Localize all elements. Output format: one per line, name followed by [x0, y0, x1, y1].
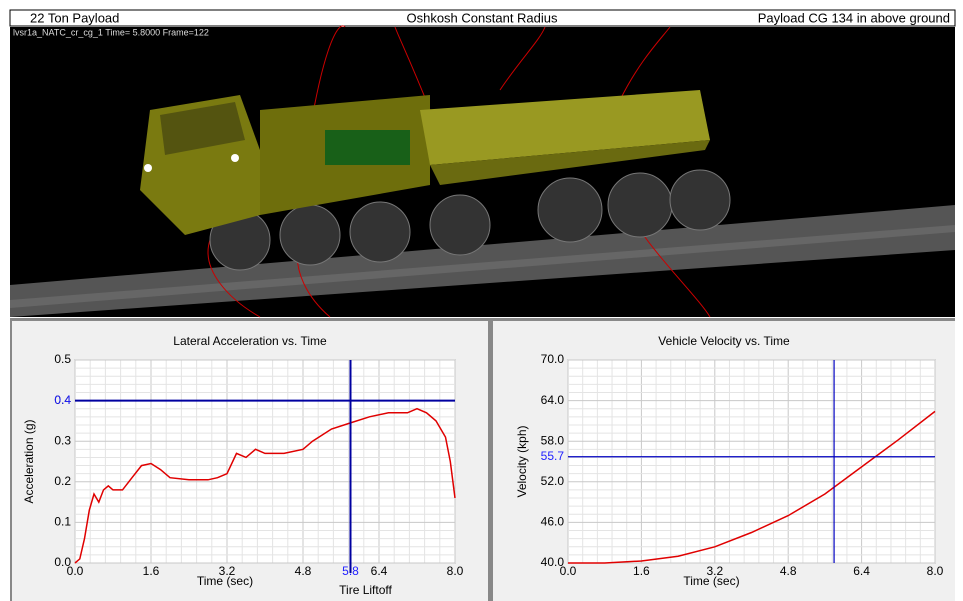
- data-line: [568, 410, 936, 564]
- chart-title: Vehicle Velocity vs. Time: [658, 334, 790, 348]
- header-right: Payload CG 134 in above ground: [758, 10, 950, 25]
- x-tick-label: 0.0: [560, 564, 577, 578]
- y-tick-label: 0.0: [54, 555, 71, 569]
- y-tick-label: 64.0: [541, 393, 565, 407]
- x-tick-label: 3.2: [706, 564, 723, 578]
- x-tick-label: 6.4: [853, 564, 870, 578]
- y-tick-label: 0.4: [54, 393, 71, 407]
- x-tick-label: 8.0: [447, 564, 464, 578]
- y-tick-label: 70.0: [541, 352, 565, 366]
- y-axis-label: Velocity (kph): [515, 425, 529, 497]
- y-tick-label: 0.1: [54, 515, 71, 529]
- windshield: [160, 102, 245, 155]
- x-tick-label: 1.6: [633, 564, 650, 578]
- x-tick-label: 3.2: [219, 564, 236, 578]
- plot-area: [74, 359, 456, 564]
- y-tick-label: 46.0: [541, 515, 565, 529]
- x-tick-label: 0.0: [67, 564, 84, 578]
- x-axis-label: Time (sec): [197, 574, 253, 588]
- x-tick-label: 1.6: [143, 564, 160, 578]
- y-axis-label: Acceleration (g): [22, 419, 36, 503]
- wheels: [209, 169, 731, 271]
- x-axis-label: Time (sec): [683, 574, 739, 588]
- tank: [325, 130, 410, 165]
- header-left: 22 Ton Payload: [30, 10, 119, 25]
- cursor-label: 0.4: [54, 393, 71, 407]
- viewport-label: lvsr1a_NATC_cr_cg_1 Time= 5.8000 Frame=1…: [13, 27, 209, 37]
- y-tick-label: 40.0: [541, 555, 565, 569]
- bed-side: [430, 140, 710, 185]
- y-tick-label: 58.0: [541, 433, 565, 447]
- ground-stripe: [10, 225, 955, 308]
- plot-area: [567, 359, 936, 564]
- cursor-label: 55.7: [541, 449, 565, 463]
- data-line: [74, 407, 456, 564]
- y-tick-label: 0.2: [54, 474, 71, 488]
- y-tick-label: 52.0: [541, 474, 565, 488]
- header-center: Oshkosh Constant Radius: [406, 10, 558, 25]
- header-bar: [9, 9, 956, 27]
- cursor-label: 5.8: [342, 564, 359, 578]
- payload-bed: [420, 90, 710, 165]
- headlight: [144, 164, 152, 172]
- headlight: [231, 154, 239, 162]
- x-tick-label: 4.8: [780, 564, 797, 578]
- y-tick-label: 0.5: [54, 352, 71, 366]
- y-tick-label: 0.3: [54, 433, 71, 447]
- chart-title: Lateral Acceleration vs. Time: [173, 334, 327, 348]
- x-tick-label: 6.4: [371, 564, 388, 578]
- x-tick-label: 8.0: [927, 564, 944, 578]
- annotation: Tire Liftoff: [339, 583, 392, 597]
- trace-lines: [207, 25, 711, 318]
- x-tick-label: 4.8: [295, 564, 312, 578]
- viewport: lvsr1a_NATC_cr_cg_1 Time= 5.8000 Frame=1…: [10, 25, 955, 318]
